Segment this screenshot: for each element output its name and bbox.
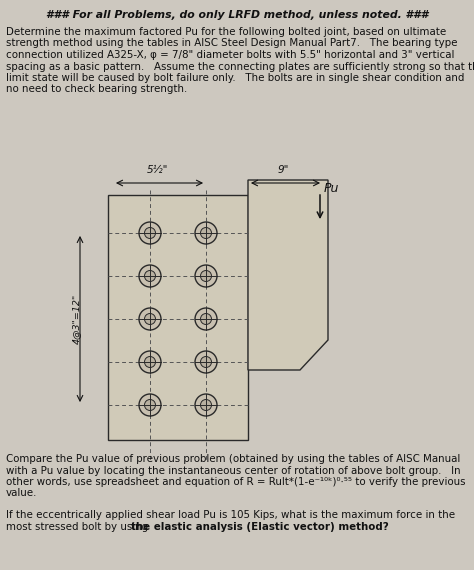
Circle shape bbox=[145, 271, 155, 282]
Circle shape bbox=[201, 400, 211, 410]
Text: connection utilized A325-X, φ = 7/8" diameter bolts with 5.5" horizontal and 3" : connection utilized A325-X, φ = 7/8" dia… bbox=[6, 50, 455, 60]
Text: Pu: Pu bbox=[324, 182, 339, 195]
Circle shape bbox=[139, 308, 161, 330]
Text: 4@3"=12": 4@3"=12" bbox=[72, 294, 81, 344]
Circle shape bbox=[139, 394, 161, 416]
Circle shape bbox=[195, 351, 217, 373]
Text: strength method using the tables in AISC Steel Design Manual Part7.   The bearin: strength method using the tables in AISC… bbox=[6, 39, 457, 48]
Text: spacing as a basic pattern.   Assume the connecting plates are sufficiently stro: spacing as a basic pattern. Assume the c… bbox=[6, 62, 474, 71]
Circle shape bbox=[139, 222, 161, 244]
Text: with a Pu value by locating the instantaneous center of rotation of above bolt g: with a Pu value by locating the instanta… bbox=[6, 466, 461, 475]
Text: other words, use spreadsheet and equation of R = Rult*(1-e⁻¹⁰ᵏ)⁰⋅⁵⁵ to verify th: other words, use spreadsheet and equatio… bbox=[6, 477, 465, 487]
Text: Determine the maximum factored Pu for the following bolted joint, based on ultim: Determine the maximum factored Pu for th… bbox=[6, 27, 446, 37]
Circle shape bbox=[195, 308, 217, 330]
Circle shape bbox=[195, 394, 217, 416]
Circle shape bbox=[145, 227, 155, 238]
Bar bbox=[108, 195, 248, 440]
Text: ### For all Problems, do only LRFD method, unless noted. ###: ### For all Problems, do only LRFD metho… bbox=[46, 10, 428, 20]
Text: the elastic analysis (Elastic vector) method?: the elastic analysis (Elastic vector) me… bbox=[131, 522, 389, 531]
Text: no need to check bearing strength.: no need to check bearing strength. bbox=[6, 84, 187, 95]
Text: Compare the Pu value of previous problem (obtained by using the tables of AISC M: Compare the Pu value of previous problem… bbox=[6, 454, 460, 464]
Text: most stressed bolt by using: most stressed bolt by using bbox=[6, 522, 151, 531]
Circle shape bbox=[201, 271, 211, 282]
Text: value.: value. bbox=[6, 488, 37, 499]
Circle shape bbox=[201, 227, 211, 238]
Polygon shape bbox=[248, 180, 328, 370]
Text: 5½": 5½" bbox=[147, 165, 168, 175]
Circle shape bbox=[201, 356, 211, 368]
Circle shape bbox=[195, 222, 217, 244]
Circle shape bbox=[195, 265, 217, 287]
Circle shape bbox=[145, 356, 155, 368]
Text: limit state will be caused by bolt failure only.   The bolts are in single shear: limit state will be caused by bolt failu… bbox=[6, 73, 465, 83]
Text: 9": 9" bbox=[278, 165, 289, 175]
Circle shape bbox=[145, 314, 155, 324]
Text: If the eccentrically applied shear load Pu is 105 Kips, what is the maximum forc: If the eccentrically applied shear load … bbox=[6, 510, 455, 520]
Circle shape bbox=[139, 351, 161, 373]
Circle shape bbox=[201, 314, 211, 324]
Circle shape bbox=[145, 400, 155, 410]
Circle shape bbox=[139, 265, 161, 287]
